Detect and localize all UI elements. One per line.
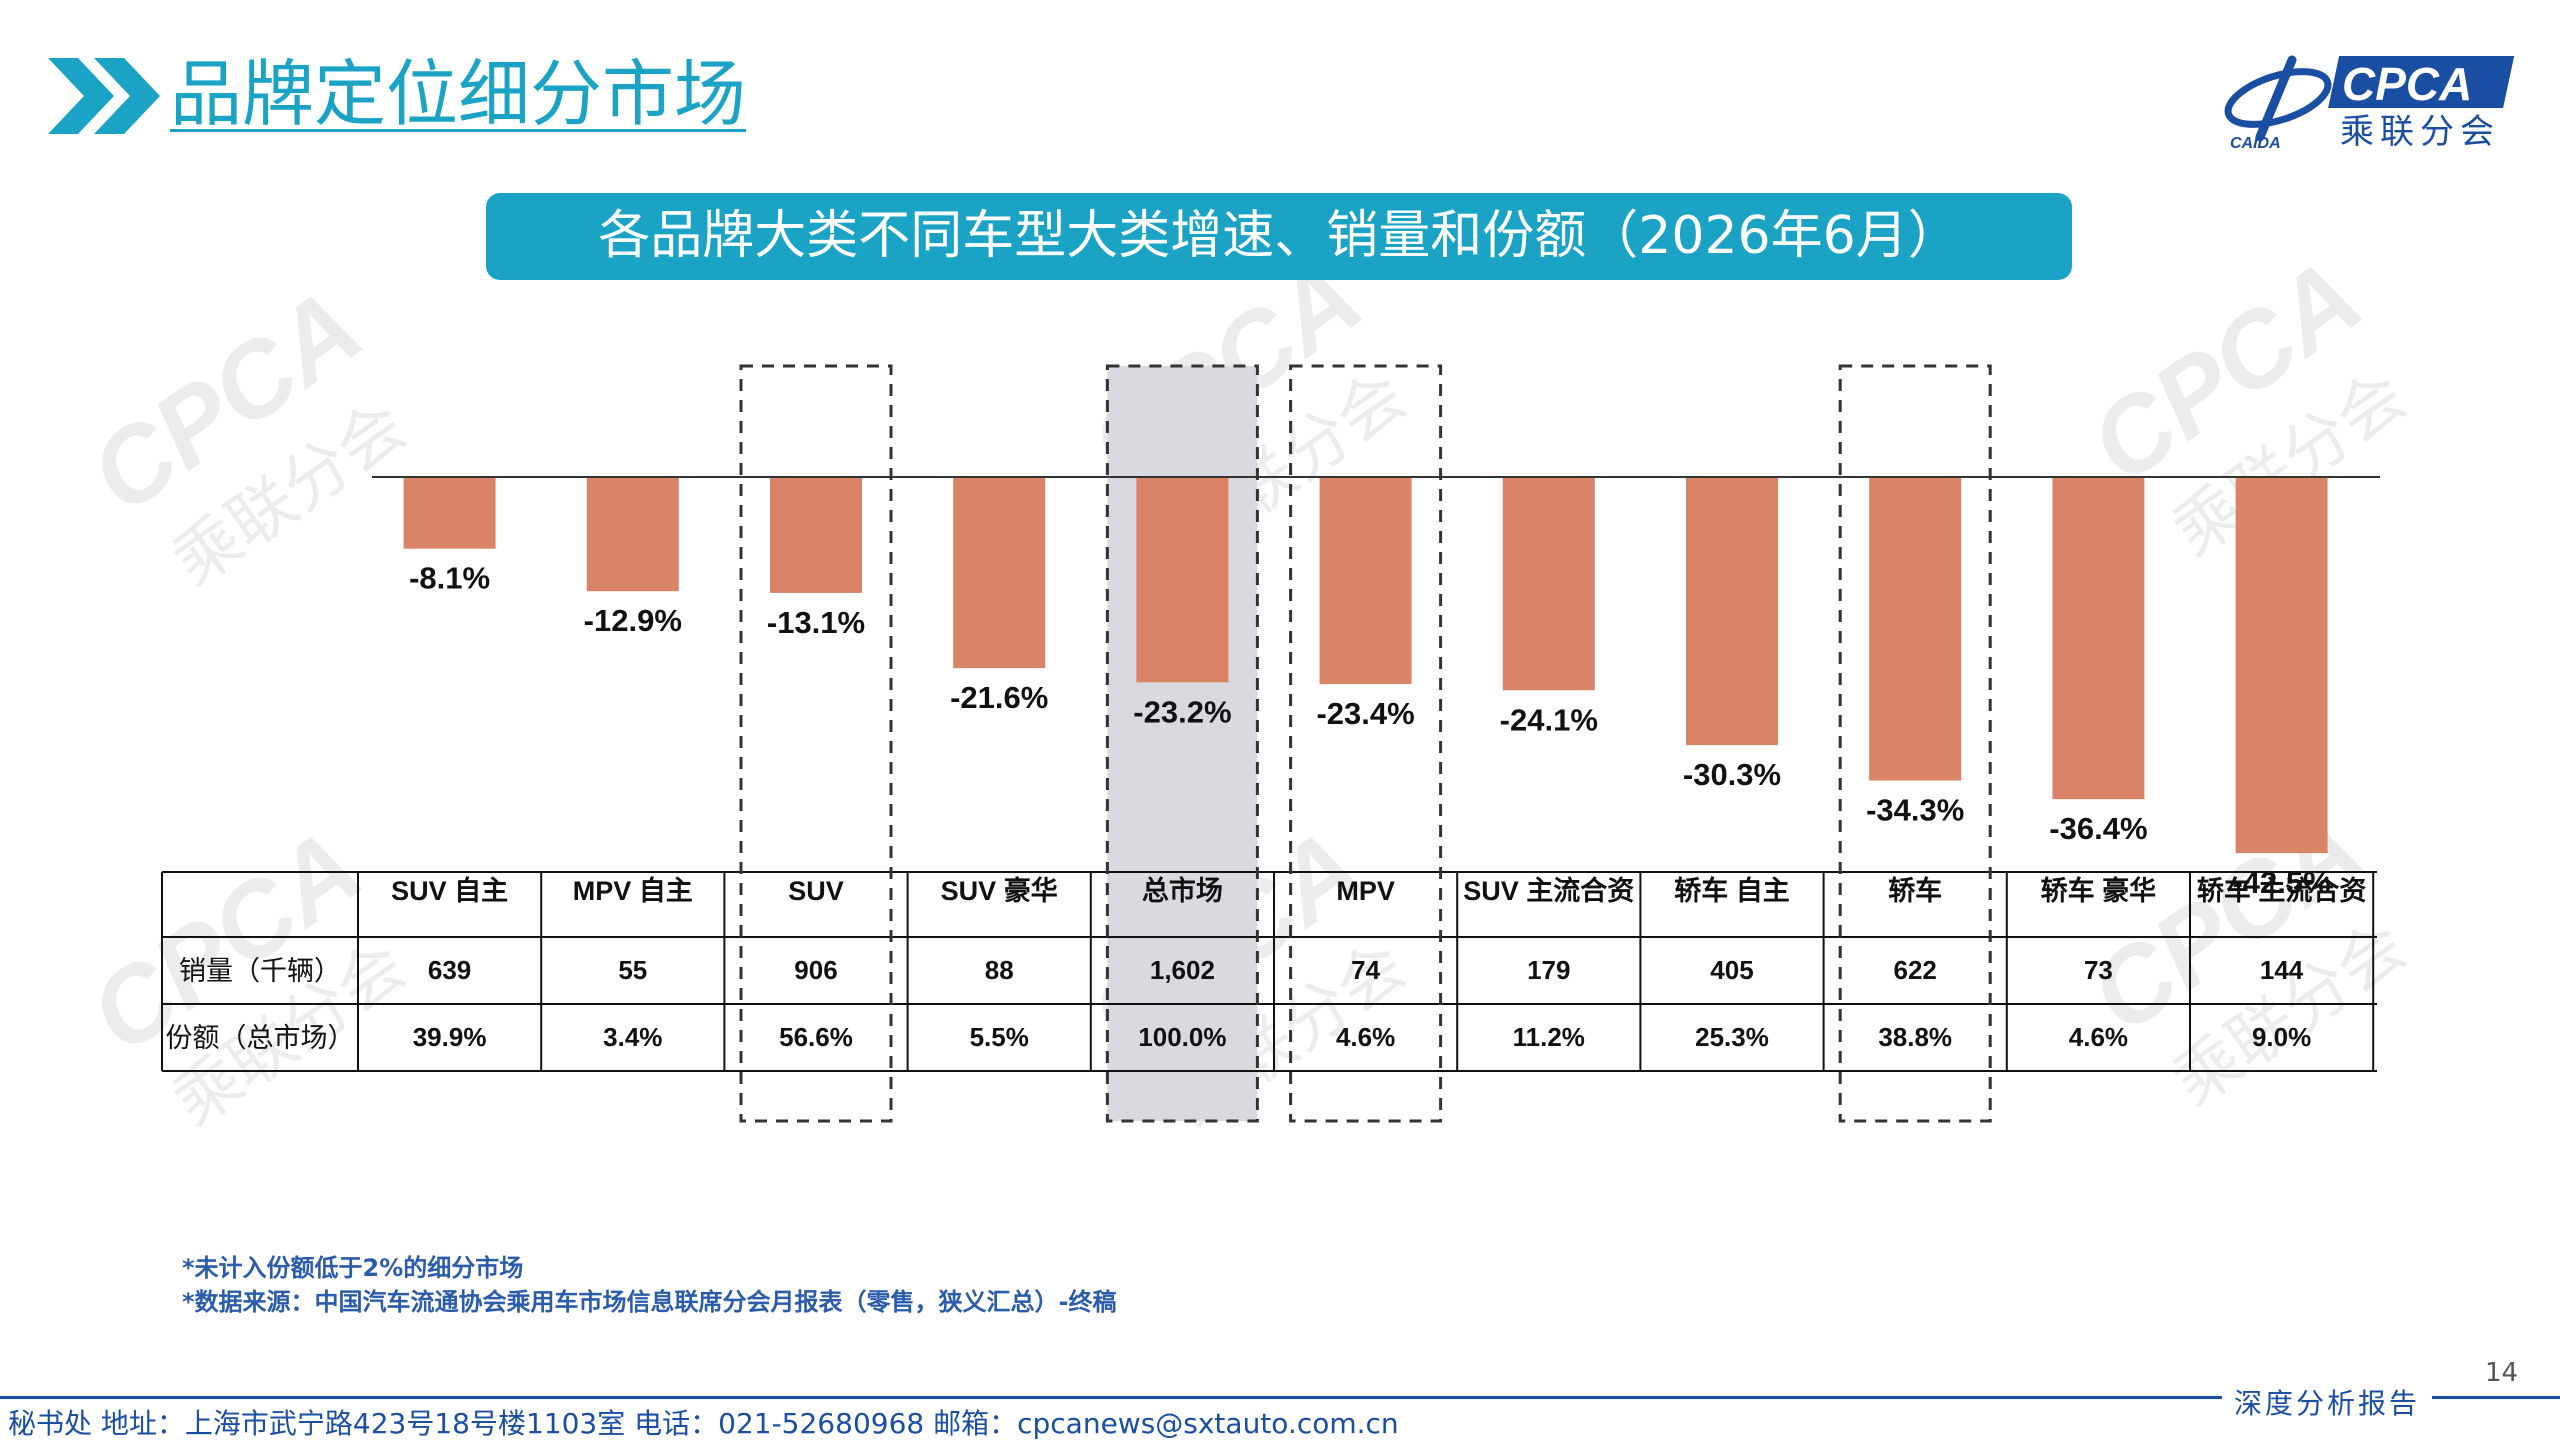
table-cell: 73 bbox=[2084, 955, 2113, 985]
table-cell: 56.6% bbox=[779, 1022, 853, 1052]
table-cell: 5.5% bbox=[970, 1022, 1029, 1052]
table-cell: 11.2% bbox=[1513, 1022, 1585, 1052]
table-header-cell: 轿车 bbox=[1888, 875, 1942, 906]
data-label: -21.6% bbox=[950, 680, 1048, 715]
double-chevron-icon bbox=[48, 58, 160, 134]
data-label: -23.2% bbox=[1133, 694, 1231, 729]
table-header-cell: SUV 自主 bbox=[391, 875, 508, 906]
bar bbox=[1136, 477, 1229, 683]
highlight-box bbox=[739, 364, 893, 1123]
table-cell: 100.0% bbox=[1138, 1022, 1226, 1052]
table-cell: 4.6% bbox=[2069, 1022, 2128, 1052]
report-type-label: 深度分析报告 bbox=[2222, 1382, 2433, 1422]
bar bbox=[953, 477, 1046, 669]
bar bbox=[1319, 477, 1412, 685]
table-cell: 55 bbox=[618, 955, 647, 985]
footnote-share: *未计入份额低于2%的细分市场 bbox=[182, 1254, 524, 1282]
data-label: -42.5% bbox=[2232, 865, 2330, 900]
page-title: 品牌定位细分市场 bbox=[170, 52, 747, 136]
footer-address: 秘书处 地址：上海市武宁路423号18号楼1103室 电话：021-526809… bbox=[8, 1407, 1399, 1440]
highlight-box bbox=[1289, 364, 1443, 1123]
bar bbox=[586, 477, 679, 592]
bar bbox=[1502, 477, 1595, 691]
highlight-box bbox=[1105, 364, 1259, 1123]
table-header-cell: MPV 自主 bbox=[573, 875, 693, 906]
table-cell: 39.9% bbox=[413, 1022, 487, 1052]
bar bbox=[770, 477, 862, 593]
table-cell: 25.3% bbox=[1695, 1022, 1769, 1052]
table-cell: 9.0% bbox=[2252, 1022, 2311, 1052]
highlight-box bbox=[1838, 364, 1992, 1123]
table-header-cell: 轿车 主流合资 bbox=[2197, 875, 2367, 906]
table-header-cell: 总市场 bbox=[1142, 875, 1223, 906]
footer-divider bbox=[0, 1396, 2560, 1399]
table-cell: 3.4% bbox=[603, 1022, 662, 1052]
data-label: -30.3% bbox=[1683, 757, 1781, 792]
chart-title-banner: 各品牌大类不同车型大类增速、销量和份额（2026年6月） bbox=[486, 193, 2072, 280]
table-cell: 639 bbox=[428, 955, 471, 985]
bar bbox=[1869, 477, 1962, 781]
logo-sub-text: CAIDA bbox=[2230, 135, 2281, 152]
table-cell: 88 bbox=[985, 955, 1014, 985]
data-label: -12.9% bbox=[584, 603, 682, 638]
bar bbox=[2052, 477, 2145, 800]
table-cell: 144 bbox=[2260, 955, 2304, 985]
bar bbox=[403, 477, 496, 549]
logo-cn-text: 乘联分会 bbox=[2340, 112, 2500, 152]
data-label: -34.3% bbox=[1866, 793, 1964, 828]
data-label: -8.1% bbox=[409, 561, 490, 596]
logo-text: CPCA bbox=[2342, 58, 2472, 110]
table-header-cell: SUV bbox=[788, 876, 844, 906]
table-cell: 38.8% bbox=[1878, 1022, 1952, 1052]
data-label: -36.4% bbox=[2049, 811, 2147, 846]
table-row-label: 销量（千辆） bbox=[179, 956, 341, 986]
data-label: -13.1% bbox=[767, 605, 865, 640]
data-label: -24.1% bbox=[1500, 702, 1598, 737]
table-cell: 405 bbox=[1710, 955, 1753, 985]
table-cell: 179 bbox=[1527, 955, 1570, 985]
bar bbox=[1686, 477, 1778, 746]
footnote-source: *数据来源：中国汽车流通协会乘用车市场信息联席分会月报表（零售，狭义汇总）-终稿 bbox=[182, 1288, 1117, 1316]
table-cell: 1,602 bbox=[1150, 955, 1215, 985]
table-cell: 906 bbox=[794, 955, 837, 985]
page-number: 14 bbox=[2485, 1358, 2519, 1388]
table-row-label: 份额（总市场） bbox=[166, 1023, 355, 1053]
table-cell: 74 bbox=[1351, 955, 1380, 985]
bar bbox=[2235, 477, 2328, 854]
table-cell: 4.6% bbox=[1336, 1022, 1395, 1052]
table-header-cell: 轿车 豪华 bbox=[2041, 875, 2157, 906]
table-cell: 622 bbox=[1894, 955, 1937, 985]
table-header-cell: MPV bbox=[1336, 876, 1395, 906]
data-label: -23.4% bbox=[1316, 696, 1414, 731]
table-header-cell: 轿车 自主 bbox=[1674, 875, 1790, 906]
table-header-cell: SUV 主流合资 bbox=[1463, 875, 1634, 906]
cpca-logo: CAIDA CPCA bbox=[2224, 55, 2515, 152]
table-header-cell: SUV 豪华 bbox=[941, 875, 1058, 906]
